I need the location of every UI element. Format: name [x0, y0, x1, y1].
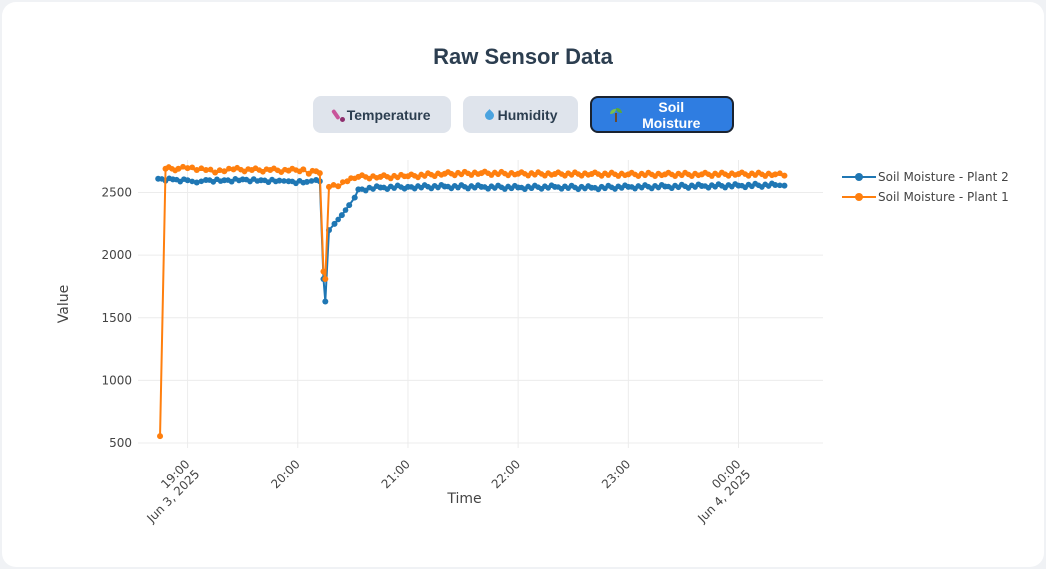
legend-label: Soil Moisture - Plant 2	[878, 170, 1009, 184]
x-tick-label: 21:00	[379, 457, 413, 491]
series-2-point	[216, 167, 223, 173]
tab-soil-moisture[interactable]: Soil Moisture	[589, 96, 734, 133]
series-2-point	[772, 171, 779, 178]
series-2-point	[325, 183, 332, 190]
tab-temperature-label: Temperature	[346, 106, 431, 123]
legend-item-1[interactable]: Soil Moisture - Plant 2	[842, 167, 1009, 187]
series-1-point	[322, 298, 329, 305]
series-2-point	[335, 183, 342, 190]
series-line-1	[158, 177, 785, 302]
legend-swatch	[842, 192, 876, 202]
series-1-point	[184, 177, 191, 184]
series-2-point	[339, 179, 346, 185]
legend-label: Soil Moisture - Plant 1	[878, 190, 1009, 204]
sensor-tabs: Temperature Humidity Soil Moisture	[0, 96, 1046, 133]
series-2-point	[300, 166, 307, 173]
x-tick-label: 20:00	[268, 457, 302, 491]
series-2-point	[330, 182, 337, 188]
legend-swatch	[842, 172, 876, 182]
x-tick-label: 23:00	[599, 457, 633, 491]
series-2-point	[320, 268, 327, 275]
seedling-icon	[609, 107, 622, 122]
series-1-point	[303, 178, 310, 185]
tab-soil-moisture-label: Soil Moisture	[642, 98, 701, 131]
svg-text:21:00: 21:00	[379, 457, 413, 491]
svg-text:22:00: 22:00	[489, 457, 523, 491]
series-1-point	[781, 182, 788, 189]
page-title: Raw Sensor Data	[433, 44, 613, 69]
series-1-point	[342, 207, 349, 213]
legend-item-2[interactable]: Soil Moisture - Plant 1	[842, 187, 1009, 207]
series-1-point	[198, 178, 205, 185]
series-2-point	[184, 165, 191, 172]
series-2-point	[198, 165, 205, 172]
tab-humidity-label: Humidity	[497, 106, 558, 123]
series-1-point	[777, 182, 783, 189]
series-2-point	[175, 165, 182, 172]
series-2-point	[189, 164, 195, 171]
tab-humidity[interactable]: Humidity	[462, 96, 578, 133]
y-tick-label: 1000	[101, 373, 132, 387]
y-tick-label: 2500	[101, 186, 132, 200]
svg-text:23:00: 23:00	[599, 457, 633, 491]
y-tick-label: 1500	[101, 311, 132, 325]
series-1-point	[331, 220, 338, 227]
series-1-point	[338, 212, 345, 219]
x-tick-label: 22:00	[489, 457, 523, 491]
series-1-point	[193, 179, 200, 186]
series-2-point	[212, 169, 219, 176]
series-2-point	[157, 433, 164, 440]
series-2-point	[316, 170, 323, 177]
series-1-point	[308, 178, 315, 184]
series-1-point	[772, 182, 779, 189]
x-axis-title: Time	[446, 491, 481, 507]
series-line-2	[159, 167, 785, 437]
series-1-point	[189, 178, 195, 185]
series-1-point	[276, 177, 283, 184]
series-1-point	[335, 216, 341, 223]
y-tick-label: 2000	[101, 248, 132, 262]
thermometer-icon	[333, 108, 345, 122]
series-1-point	[346, 202, 353, 209]
tab-temperature[interactable]: Temperature	[312, 96, 451, 133]
y-axis-title: Value	[56, 285, 72, 323]
series-2-point	[226, 165, 232, 172]
svg-text:20:00: 20:00	[268, 457, 302, 491]
series-2-point	[322, 275, 329, 282]
chart-legend: Soil Moisture - Plant 2 Soil Moisture - P…	[842, 167, 1009, 207]
series-2-point	[202, 167, 209, 174]
series-2-point	[180, 163, 186, 170]
series-2-point	[193, 167, 200, 174]
series-2-point	[781, 172, 788, 179]
series-2-point	[221, 168, 228, 175]
series-1-point	[351, 194, 358, 201]
series-2-point	[207, 166, 214, 173]
series-2-point	[777, 170, 783, 177]
series-1-point	[281, 178, 287, 184]
y-tick-label: 500	[109, 436, 132, 450]
